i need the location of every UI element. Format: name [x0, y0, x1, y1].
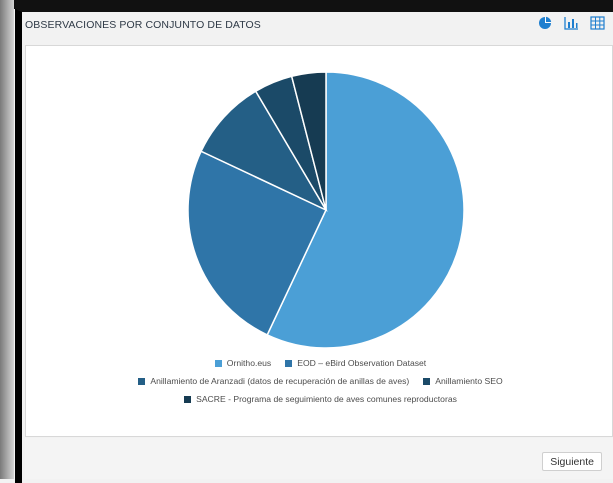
pie-slice-2[interactable]	[200, 90, 328, 212]
legend-row: SACRE - Programa de seguimiento de aves …	[58, 394, 583, 404]
next-button[interactable]: Siguiente	[542, 452, 602, 471]
legend-item-ornitho[interactable]: Ornitho.eus	[214, 358, 272, 368]
left-shadow	[0, 0, 14, 479]
card-header: OBSERVACIONES POR CONJUNTO DE DATOS	[25, 12, 605, 36]
table-icon[interactable]	[589, 15, 605, 31]
legend-swatch-ebird	[285, 359, 293, 367]
legend-swatch-aranzadi	[138, 377, 146, 385]
legend-row: Ornitho.eus EOD – eBird Observation Data…	[58, 358, 583, 368]
pie-chart	[187, 71, 465, 349]
pie-chart-icon[interactable]	[537, 15, 553, 31]
bar-chart-icon[interactable]	[563, 15, 579, 31]
legend-swatch-ornitho	[214, 359, 222, 367]
chart-view-toolbar	[537, 12, 605, 34]
pie-slice-4[interactable]	[290, 71, 327, 211]
panel-title: OBSERVACIONES POR CONJUNTO DE DATOS	[25, 19, 261, 31]
legend-label-ebird: EOD – eBird Observation Dataset	[297, 358, 427, 368]
legend-label-aranzadi: Anillamiento de Aranzadi (datos de recup…	[150, 376, 410, 386]
pie-slice-1[interactable]	[187, 150, 327, 336]
bar-chart-icon-graphic	[563, 17, 578, 30]
legend-item-ebird[interactable]: EOD – eBird Observation Dataset	[285, 358, 426, 368]
legend-row: Anillamiento de Aranzadi (datos de recup…	[58, 376, 583, 386]
pie-slice-0[interactable]	[266, 71, 465, 349]
legend-item-aranzadi[interactable]: Anillamiento de Aranzadi (datos de recup…	[138, 376, 409, 386]
panel-footer: Siguiente	[25, 438, 613, 479]
top-frame	[0, 0, 613, 9]
legend-item-sacre[interactable]: SACRE - Programa de seguimiento de aves …	[184, 394, 457, 404]
legend-label-seo: Anillamiento SEO	[435, 376, 503, 386]
legend-swatch-seo	[423, 377, 431, 385]
chart-legend: Ornitho.eus EOD – eBird Observation Data…	[58, 358, 583, 412]
legend-label-sacre: SACRE - Programa de seguimiento de aves …	[196, 394, 457, 404]
legend-item-seo[interactable]: Anillamiento SEO	[423, 376, 503, 386]
legend-swatch-sacre	[184, 395, 192, 403]
pie-chart-icon-graphic	[539, 16, 552, 29]
table-icon-graphic	[589, 16, 605, 30]
legend-label-ornitho: Ornitho.eus	[226, 358, 272, 368]
